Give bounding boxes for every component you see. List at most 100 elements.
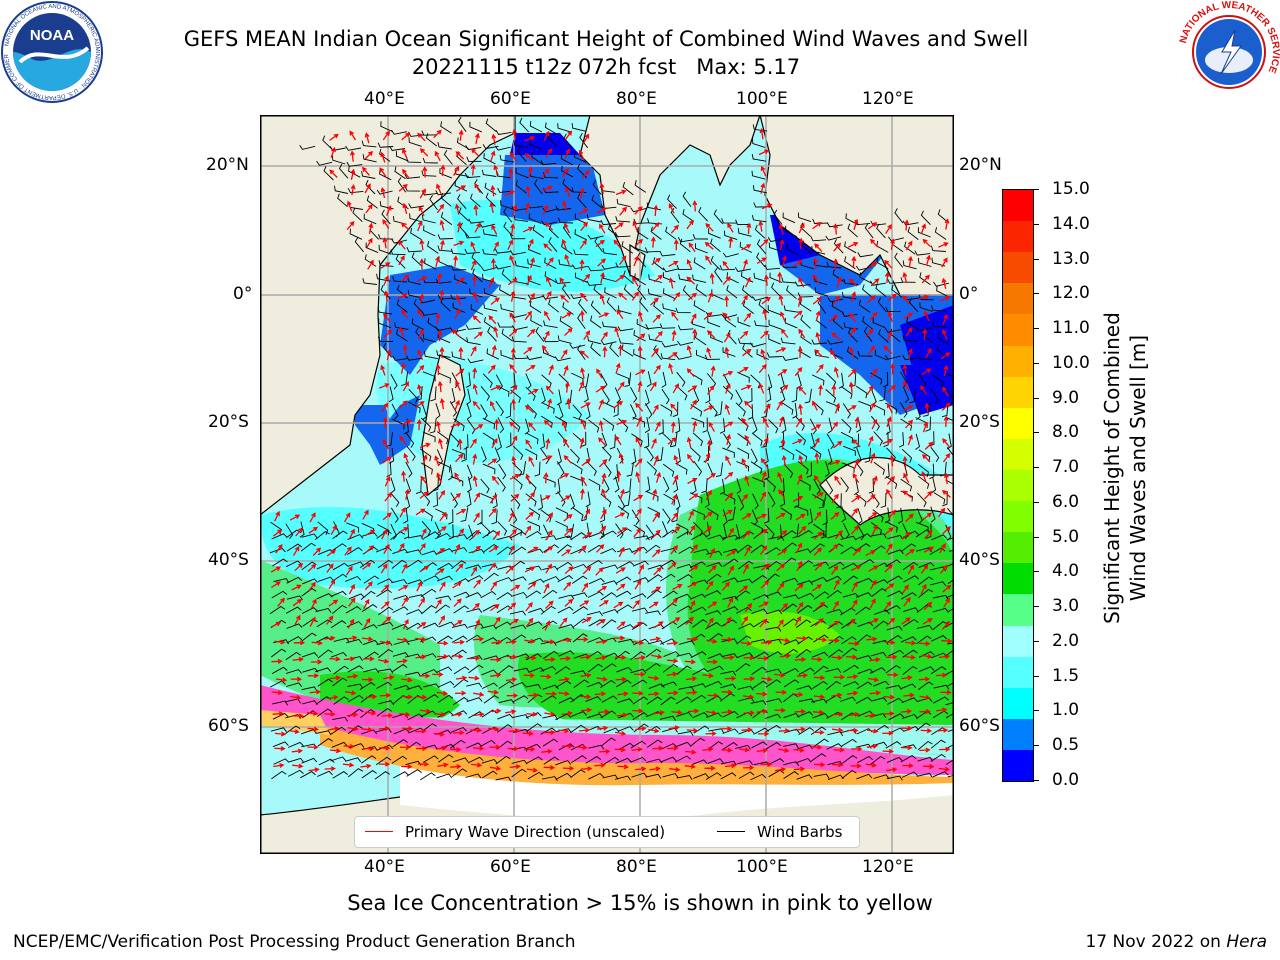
wave-direction-arrow: [527, 491, 535, 502]
wave-direction-arrow: [398, 527, 409, 533]
wind-barb: [377, 621, 394, 627]
wave-direction-arrow: [489, 744, 501, 750]
wave-direction-arrow: [307, 673, 320, 679]
wind-barb: [422, 431, 436, 443]
wind-barb: [443, 149, 453, 165]
wind-barb: [318, 758, 335, 766]
wind-barb: [466, 388, 472, 405]
wind-barb: [390, 373, 398, 390]
wind-barb: [464, 248, 481, 254]
wind-barb: [706, 573, 722, 583]
wave-direction-arrow: [525, 655, 537, 661]
wave-direction-arrow: [419, 293, 425, 305]
wind-barb: [751, 476, 765, 488]
wave-direction-arrow: [778, 488, 786, 499]
wave-direction-arrow: [543, 545, 554, 554]
wind-barb: [365, 179, 376, 195]
wave-direction-arrow: [505, 677, 518, 683]
wind-barb: [659, 323, 676, 329]
wave-direction-arrow: [792, 692, 804, 697]
wind-barb: [753, 272, 768, 282]
wave-direction-arrow: [380, 151, 386, 163]
wave-direction-arrow: [793, 747, 805, 753]
wave-direction-arrow: [633, 546, 643, 555]
wind-barb: [322, 135, 333, 150]
wave-direction-arrow: [541, 168, 550, 178]
wave-direction-arrow: [778, 530, 788, 538]
wave-direction-arrow: [796, 474, 803, 485]
wind-barb: [670, 432, 678, 448]
wave-direction-arrow: [415, 636, 427, 642]
wave-direction-arrow: [602, 345, 608, 358]
wave-direction-arrow: [578, 208, 589, 215]
wind-barb: [440, 297, 451, 312]
wave-direction-arrow: [725, 455, 732, 466]
wind-barb: [395, 329, 408, 342]
wave-direction-arrow: [327, 694, 339, 700]
wave-direction-arrow: [851, 495, 861, 503]
wind-barb: [841, 418, 852, 434]
wave-direction-arrow: [726, 550, 737, 557]
wave-direction-arrow: [851, 581, 858, 592]
wave-direction-arrow: [941, 277, 947, 289]
wind-barb: [840, 546, 856, 555]
wave-direction-arrow: [487, 458, 498, 466]
wave-direction-arrow: [508, 511, 515, 523]
wind-barb: [436, 655, 453, 661]
wind-barb: [676, 711, 693, 717]
wave-direction-arrow: [379, 167, 387, 177]
wind-barb: [677, 620, 693, 629]
wind-barb: [915, 433, 921, 450]
wave-direction-arrow: [350, 168, 356, 180]
wind-barb: [878, 329, 889, 343]
wind-barb: [672, 401, 679, 418]
wind-barb: [645, 476, 651, 493]
wind-barb: [647, 288, 662, 298]
wave-direction-arrow: [649, 766, 661, 772]
wave-direction-arrow: [704, 765, 716, 771]
wind-barb: [617, 505, 630, 519]
wave-direction-arrow: [578, 545, 587, 554]
wave-direction-arrow: [544, 620, 551, 631]
wave-direction-arrow: [380, 262, 391, 269]
wind-barb: [856, 577, 873, 584]
wind-barb: [407, 559, 423, 568]
wave-direction-arrow: [652, 488, 658, 500]
wind-barb: [285, 523, 294, 539]
wave-direction-arrow: [329, 656, 341, 662]
wind-barb: [947, 562, 954, 567]
wave-direction-arrow: [510, 493, 520, 502]
wind-barb: [555, 478, 561, 495]
wave-direction-arrow: [541, 345, 550, 355]
wave-direction-arrow: [561, 549, 571, 557]
wave-direction-arrow: [814, 243, 823, 253]
wave-direction-arrow: [651, 586, 662, 594]
wind-barb: [676, 774, 693, 780]
colorbar-band: [1003, 749, 1033, 782]
wave-direction-arrow: [452, 493, 461, 502]
wind-barb: [286, 623, 303, 629]
wind-barb: [571, 123, 586, 132]
wave-direction-arrow: [368, 222, 374, 234]
wind-barb: [934, 227, 947, 240]
wave-direction-arrow: [543, 765, 556, 771]
wind-barb: [676, 652, 693, 658]
wave-direction-arrow: [594, 691, 607, 697]
wind-barb: [882, 371, 889, 388]
wind-barb: [616, 666, 633, 673]
wave-direction-arrow: [813, 675, 826, 681]
wind-barb: [482, 248, 498, 256]
wind-barb: [496, 546, 513, 556]
wind-barb: [300, 542, 316, 552]
wave-direction-arrow: [632, 708, 644, 714]
wind-barb: [348, 768, 364, 778]
wind-barb: [432, 491, 439, 508]
wave-direction-arrow: [396, 658, 408, 664]
wind-barb: [916, 772, 933, 778]
wave-direction-arrow: [544, 729, 556, 735]
wave-direction-arrow: [511, 435, 518, 446]
wind-barb: [916, 604, 932, 614]
wind-barb: [315, 667, 332, 673]
wave-direction-arrow: [673, 454, 679, 466]
wave-direction-arrow: [651, 438, 657, 449]
